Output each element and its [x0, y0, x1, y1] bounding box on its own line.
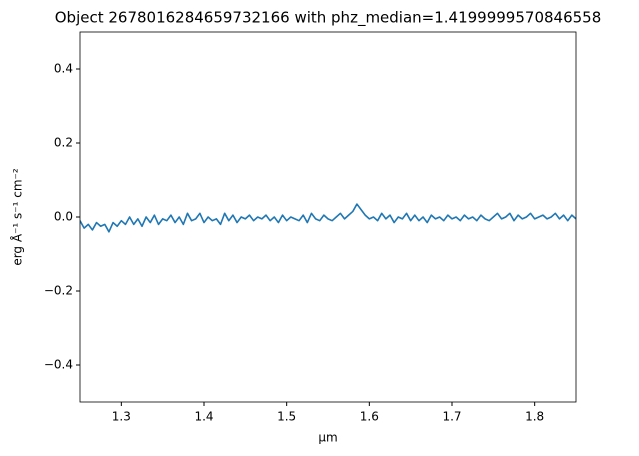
y-tick-label: −0.2 [44, 284, 73, 298]
chart-title: Object 2678016284659732166 with phz_medi… [55, 9, 602, 28]
x-axis-label: µm [318, 431, 337, 445]
y-tick-label: 0.4 [54, 62, 73, 76]
y-tick-label: 0.2 [54, 136, 73, 150]
y-tick-label: −0.4 [44, 358, 73, 372]
x-tick-label: 1.4 [194, 410, 213, 424]
y-axis-label: erg Å⁻¹ s⁻¹ cm⁻² [10, 168, 25, 266]
y-tick-label: 0.0 [54, 210, 73, 224]
x-tick-label: 1.5 [277, 410, 296, 424]
plot-frame [79, 31, 577, 403]
spectrum-line [80, 203, 576, 233]
x-tick-label: 1.6 [360, 410, 379, 424]
x-tick-label: 1.3 [112, 410, 131, 424]
x-tick-label: 1.7 [442, 410, 461, 424]
x-tick-label: 1.8 [525, 410, 544, 424]
